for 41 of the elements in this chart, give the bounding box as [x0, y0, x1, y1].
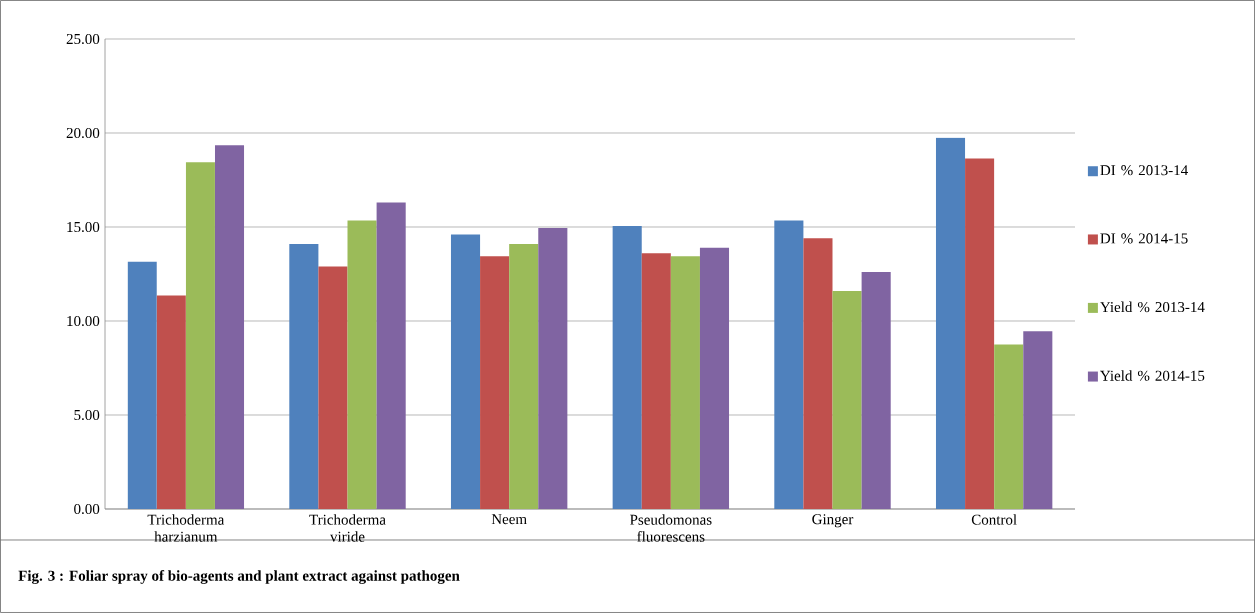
x-tick-label: Trichoderma harzianum — [147, 514, 225, 542]
bar — [376, 202, 406, 509]
y-tick-label: 20.00 — [66, 127, 100, 139]
bar — [509, 243, 539, 509]
legend-label: DI % 2014-15 — [1100, 233, 1188, 244]
bar — [347, 220, 377, 509]
bar — [803, 238, 833, 509]
bar — [538, 227, 568, 509]
bar — [699, 247, 730, 509]
bar — [450, 234, 481, 509]
bar — [214, 145, 245, 509]
bar — [156, 295, 186, 509]
bar — [670, 256, 700, 509]
x-tick-label: Neem — [491, 514, 527, 525]
x-tick-label: Ginger — [812, 514, 854, 528]
bar — [861, 272, 891, 509]
bar — [289, 243, 319, 509]
x-tick-label: Trichoderma viride — [309, 514, 386, 542]
bar — [480, 256, 510, 509]
bar — [612, 226, 642, 509]
legend-label: Yield % 2014-15 — [1100, 370, 1205, 381]
bar — [832, 290, 862, 509]
y-tick-label: 0.00 — [74, 503, 100, 515]
bar — [935, 137, 966, 509]
bar — [994, 344, 1024, 509]
bar — [318, 266, 348, 509]
x-tick-label: Control — [971, 514, 1017, 525]
bar — [965, 158, 995, 509]
x-tick-label: Pseudomonas fluorescens — [630, 514, 712, 542]
y-tick-label: 10.00 — [67, 315, 100, 327]
y-tick-label: 25.00 — [66, 33, 100, 45]
y-tick-label: 5.00 — [74, 409, 100, 421]
bar — [1023, 331, 1053, 509]
y-tick-label: 15.00 — [67, 221, 100, 233]
bar — [774, 220, 804, 509]
legend-label: DI % 2013-14 — [1100, 165, 1188, 176]
bar — [641, 253, 671, 509]
legend-label: Yield % 2013-14 — [1100, 301, 1205, 313]
text: Fig. 3 : Foliar spray of bio-agents and plant extract against pathogen — [18, 570, 460, 584]
bar — [127, 261, 157, 509]
bar — [185, 162, 215, 509]
